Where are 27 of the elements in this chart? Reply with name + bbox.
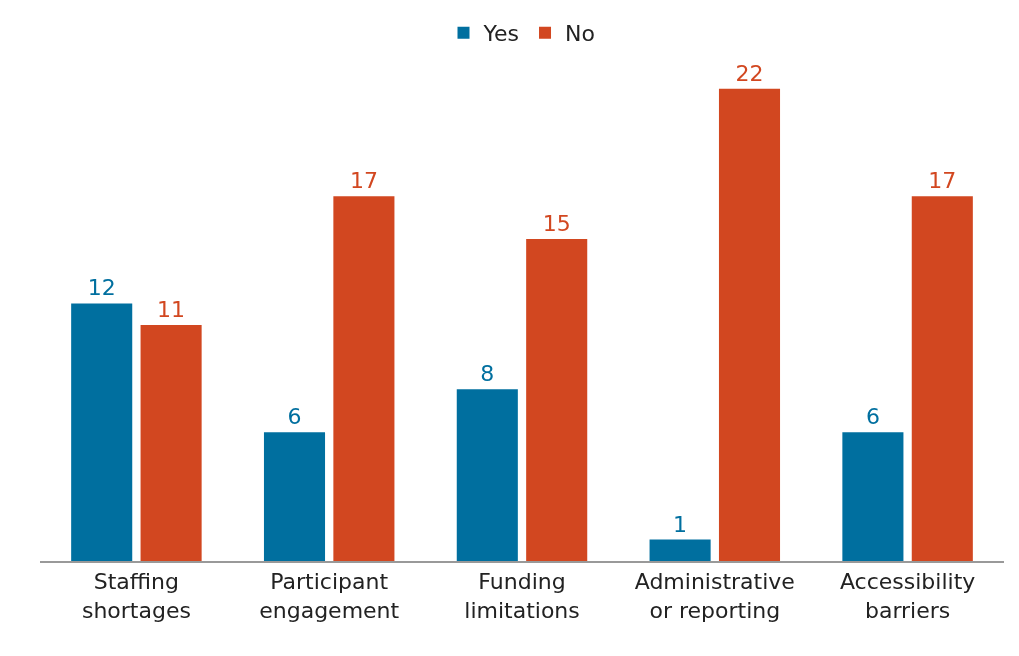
legend-label: Yes bbox=[482, 21, 520, 47]
x-tick-label: Staffing shortages bbox=[81, 569, 191, 623]
x-tick-label: Accessibility barriers bbox=[839, 569, 976, 623]
bar bbox=[71, 303, 133, 561]
data-label: 8 bbox=[480, 361, 495, 387]
bar bbox=[842, 432, 904, 561]
data-label: 6 bbox=[865, 404, 880, 430]
bar bbox=[649, 539, 711, 561]
bar bbox=[456, 389, 518, 561]
x-tick-label: Funding limitations bbox=[464, 569, 580, 623]
data-label: 22 bbox=[735, 60, 764, 86]
bar bbox=[526, 239, 588, 561]
data-label: 17 bbox=[928, 168, 957, 194]
data-label: 1 bbox=[673, 511, 688, 537]
bar bbox=[333, 196, 395, 561]
bar bbox=[718, 88, 781, 561]
data-label: 15 bbox=[542, 211, 571, 237]
bar bbox=[911, 196, 973, 561]
data-label: 11 bbox=[157, 296, 186, 322]
data-label: 6 bbox=[287, 404, 302, 430]
data-label: 12 bbox=[87, 275, 116, 301]
bar bbox=[140, 324, 202, 561]
x-tick-label: Participant engagement bbox=[259, 569, 400, 623]
legend-label: No bbox=[565, 21, 595, 47]
x-tick-label: Administrative or reporting bbox=[634, 569, 795, 623]
data-label: 17 bbox=[349, 168, 378, 194]
bar bbox=[263, 432, 326, 561]
